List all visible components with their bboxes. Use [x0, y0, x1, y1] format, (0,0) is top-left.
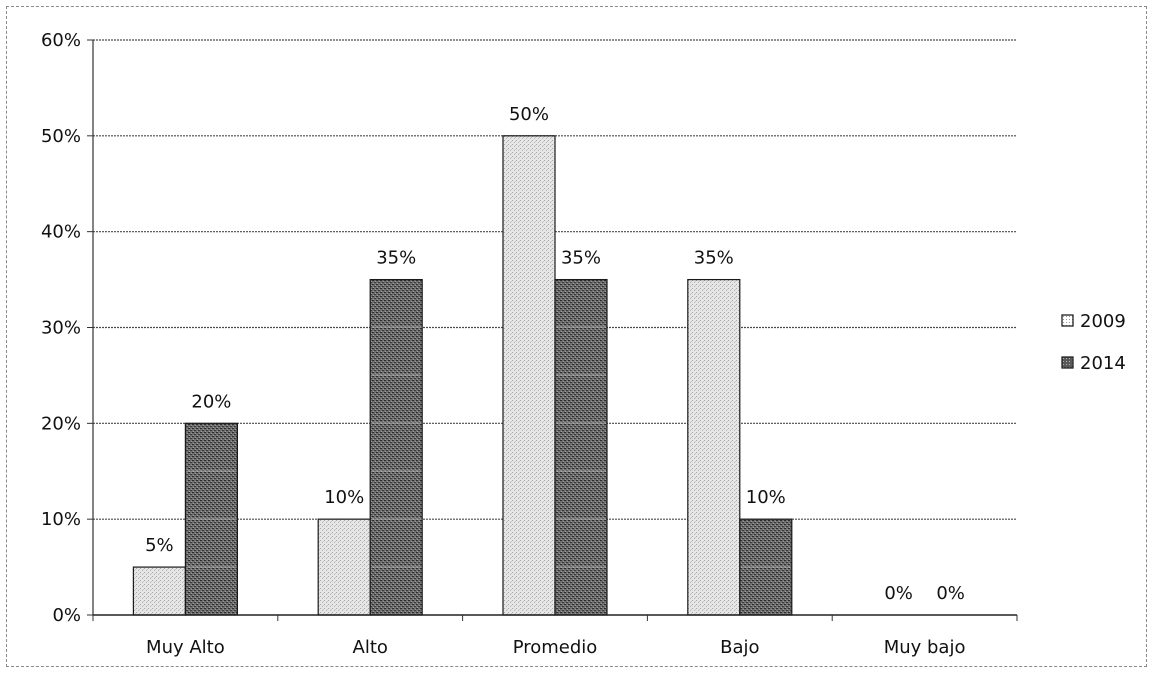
data-label: 35% — [561, 248, 601, 269]
bars — [132, 135, 793, 616]
legend-label-2014: 2014 — [1080, 353, 1126, 374]
legend: 2009 2014 — [1061, 311, 1126, 374]
bar-2009 — [317, 518, 371, 616]
legend-swatch-2014 — [1061, 356, 1074, 369]
data-label: 50% — [509, 104, 549, 125]
y-tick-label: 20% — [41, 413, 81, 434]
bar-2009 — [502, 135, 556, 616]
bar-2014 — [369, 278, 423, 616]
data-label: 20% — [191, 391, 231, 412]
x-tick-label: Alto — [353, 637, 388, 658]
data-labels: 5% 20% 10% 35% 50% 35% 35% 10% 0% 0% — [145, 104, 965, 604]
data-label: 0% — [884, 583, 913, 604]
y-tick-label: 0% — [52, 605, 81, 626]
x-tick-label: Muy bajo — [884, 637, 966, 658]
bar-2014 — [554, 278, 608, 616]
y-tick-label: 50% — [41, 126, 81, 147]
x-tick-label: Bajo — [720, 637, 759, 658]
y-tick-label: 10% — [41, 509, 81, 530]
bar-2009 — [687, 278, 741, 616]
y-tick-label: 30% — [41, 318, 81, 339]
data-label: 5% — [145, 535, 174, 556]
data-label: 0% — [936, 583, 965, 604]
data-label: 10% — [324, 487, 364, 508]
legend-label-2009: 2009 — [1080, 311, 1126, 332]
legend-swatch-2009 — [1061, 314, 1074, 327]
axes: 0% 10% 20% 30% 40% 50% 60% Muy Alto Alto Promedio… — [41, 30, 1018, 658]
data-label: 10% — [746, 487, 786, 508]
y-tick-label: 40% — [41, 222, 81, 243]
y-tick-label: 60% — [41, 30, 81, 51]
x-tick-label: Promedio — [513, 637, 598, 658]
data-label: 35% — [376, 248, 416, 269]
x-tick-label: Muy Alto — [146, 637, 225, 658]
data-label: 35% — [694, 248, 734, 269]
bar-2009 — [132, 566, 186, 616]
